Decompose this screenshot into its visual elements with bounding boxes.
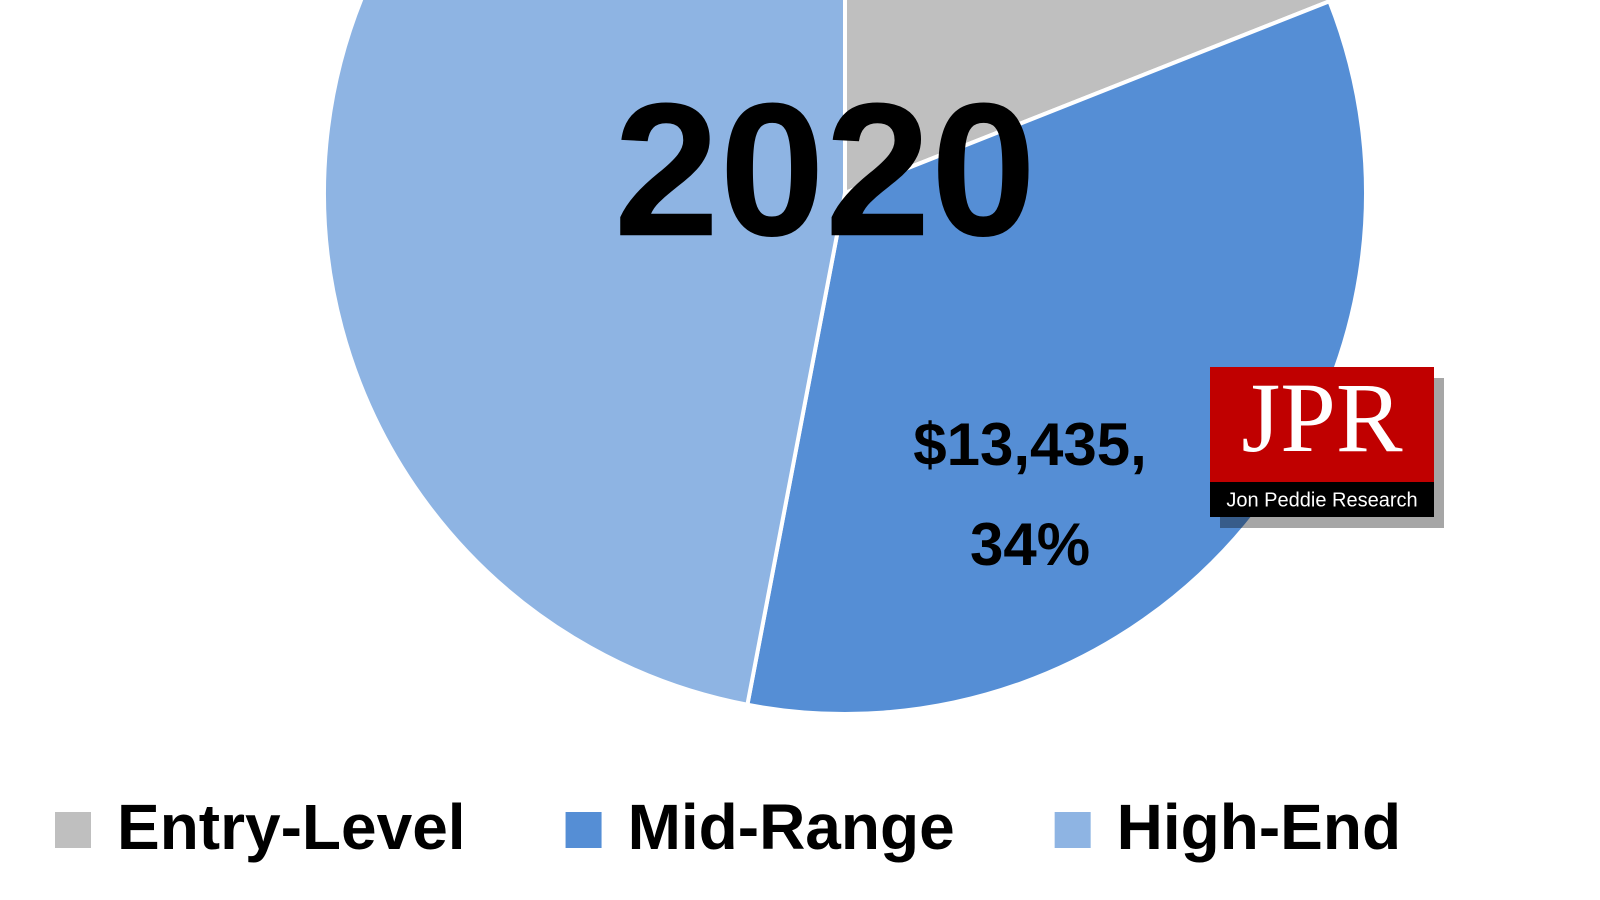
legend-label: Entry-Level [117, 791, 466, 863]
data-label: $13,435, 34% [913, 411, 1147, 578]
logo: JPR Jon Peddie Research [1210, 362, 1444, 528]
legend-swatch [1054, 812, 1091, 848]
legend-swatch [565, 812, 602, 848]
chart-title: 2020 [614, 64, 1037, 276]
legend-label: High-End [1117, 791, 1401, 863]
pie-slice [322, 0, 847, 708]
pie-slice [745, 0, 1368, 716]
logo-title: JPR [1241, 362, 1403, 473]
logo-subtitle: Jon Peddie Research [1226, 489, 1417, 511]
logo-bar [1210, 482, 1434, 517]
legend-label: Mid-Range [628, 791, 955, 863]
legend: Entry-Level Mid-Range High-End [55, 791, 1401, 863]
legend-swatch [55, 812, 91, 848]
pie [322, 0, 1368, 716]
